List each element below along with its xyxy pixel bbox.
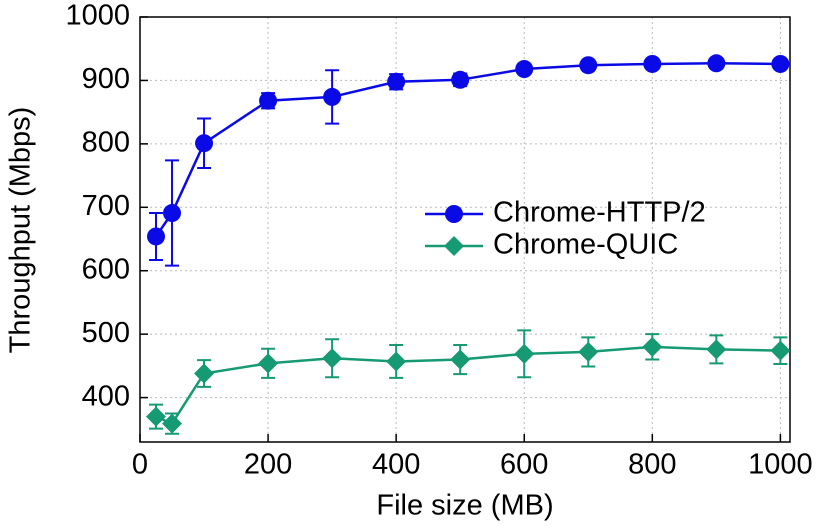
data-point xyxy=(163,204,182,223)
legend-marker xyxy=(444,236,464,256)
data-point xyxy=(323,87,342,106)
legend-label: Chrome-HTTP/2 xyxy=(493,197,706,229)
data-point xyxy=(514,343,535,364)
data-point xyxy=(195,134,214,153)
series-line xyxy=(154,62,781,238)
x-tick-label: 600 xyxy=(500,449,548,481)
data-point xyxy=(578,341,599,362)
series-line xyxy=(155,345,781,426)
data-point xyxy=(387,72,406,91)
data-point xyxy=(146,406,167,427)
data-point xyxy=(579,56,598,75)
legend-label: Chrome-QUIC xyxy=(493,229,678,261)
data-point xyxy=(707,54,726,73)
data-point xyxy=(451,70,470,89)
data-point xyxy=(771,54,790,73)
x-tick-label: 200 xyxy=(244,449,292,481)
x-tick-label: 800 xyxy=(628,449,676,481)
y-tick-label: 800 xyxy=(82,127,130,159)
data-point xyxy=(386,351,407,372)
data-point xyxy=(258,353,279,374)
y-tick-label: 1000 xyxy=(65,0,130,32)
data-point xyxy=(770,340,791,361)
plot-frame xyxy=(139,16,791,443)
y-tick-label: 500 xyxy=(82,317,130,349)
y-tick-label: 600 xyxy=(82,253,130,285)
y-tick-label: 400 xyxy=(82,380,130,412)
x-tick-label: 1000 xyxy=(748,449,813,481)
x-axis-label: File size (MB) xyxy=(376,490,553,522)
data-point xyxy=(450,349,471,370)
y-tick-label: 900 xyxy=(82,63,130,95)
legend-marker xyxy=(445,205,463,223)
data-point xyxy=(147,227,166,246)
data-point xyxy=(706,339,727,360)
x-tick-label: 0 xyxy=(132,449,148,481)
data-point xyxy=(194,363,215,384)
data-point xyxy=(259,91,278,110)
y-axis-label: Throughput (Mbps) xyxy=(5,107,37,354)
data-point xyxy=(643,54,662,73)
data-point xyxy=(515,60,534,79)
data-point xyxy=(322,348,343,369)
x-tick-label: 400 xyxy=(372,449,420,481)
data-point xyxy=(162,413,183,434)
y-tick-label: 700 xyxy=(82,190,130,222)
data-point xyxy=(642,336,663,357)
